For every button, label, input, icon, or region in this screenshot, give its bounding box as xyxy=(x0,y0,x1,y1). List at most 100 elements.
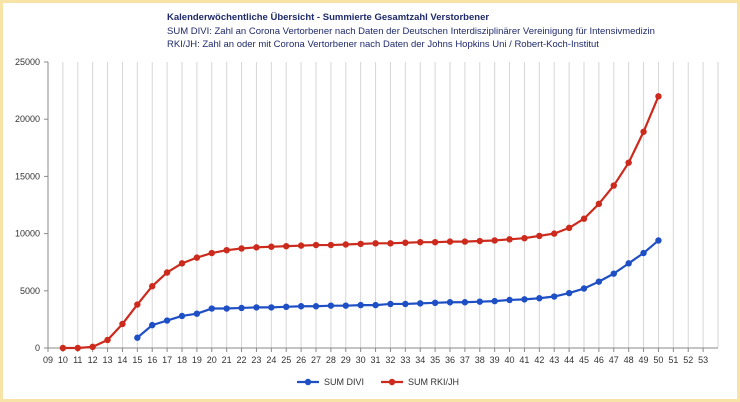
data-point xyxy=(476,298,483,305)
data-point xyxy=(149,283,156,290)
y-tick-label: 10000 xyxy=(15,229,40,239)
data-point xyxy=(625,159,632,166)
data-point xyxy=(640,249,647,257)
x-tick-label: 19 xyxy=(192,355,202,365)
data-point xyxy=(431,238,439,246)
data-point xyxy=(327,302,335,309)
data-point xyxy=(268,304,275,311)
y-tick-label: 20000 xyxy=(15,114,40,124)
data-point xyxy=(551,230,558,237)
data-point xyxy=(595,200,603,208)
data-point xyxy=(342,241,349,248)
data-point xyxy=(655,237,662,244)
data-point xyxy=(74,344,81,352)
x-tick-label: 45 xyxy=(579,355,589,365)
x-tick-label: 24 xyxy=(266,355,276,365)
data-point xyxy=(357,301,364,309)
data-point xyxy=(312,303,320,310)
x-tick-label: 21 xyxy=(222,355,232,365)
x-tick-label: 13 xyxy=(103,355,113,365)
data-point xyxy=(193,310,201,317)
x-tick-label: 49 xyxy=(639,355,649,365)
data-point xyxy=(59,344,67,352)
x-tick-label: 38 xyxy=(475,355,485,365)
x-tick-label: 25 xyxy=(281,355,291,365)
data-point xyxy=(640,128,647,135)
data-point xyxy=(402,239,409,246)
x-tick-label: 44 xyxy=(564,355,574,365)
data-point xyxy=(521,296,528,303)
data-point xyxy=(402,300,409,308)
data-point xyxy=(387,240,394,247)
y-tick-label: 25000 xyxy=(15,57,40,67)
data-point xyxy=(417,300,424,307)
y-tick-label: 15000 xyxy=(15,171,40,181)
data-point xyxy=(104,336,111,344)
x-tick-label: 36 xyxy=(445,355,455,365)
chart-subtitle-rki: RKI/JH: Zahl an oder mit Corona Vertorbe… xyxy=(167,39,599,50)
series-divi xyxy=(134,237,662,341)
data-point xyxy=(89,343,96,351)
data-point xyxy=(610,182,617,189)
data-point xyxy=(461,299,469,306)
x-tick-label: 20 xyxy=(207,355,217,365)
data-point xyxy=(431,299,439,307)
data-point xyxy=(119,320,126,328)
x-tick-label: 28 xyxy=(326,355,336,365)
data-point xyxy=(238,304,245,312)
data-point xyxy=(372,301,379,309)
data-point xyxy=(506,296,513,304)
x-tick-label: 26 xyxy=(296,355,306,365)
x-tick-label: 47 xyxy=(609,355,619,365)
chart-title: Kalenderwöchentliche Übersicht - Summier… xyxy=(167,12,490,23)
data-point xyxy=(625,260,632,267)
data-point xyxy=(491,297,498,305)
x-tick-label: 29 xyxy=(341,355,351,365)
data-point xyxy=(297,242,305,249)
x-tick-label: 41 xyxy=(519,355,529,365)
x-tick-label: 16 xyxy=(147,355,157,365)
data-point xyxy=(536,295,543,302)
legend-marker xyxy=(388,378,396,386)
data-point xyxy=(387,300,394,308)
data-point xyxy=(253,244,260,251)
data-point xyxy=(223,305,230,312)
data-point xyxy=(163,269,171,276)
data-point xyxy=(655,93,662,100)
legend-label: SUM RKI/JH xyxy=(408,377,459,387)
data-point xyxy=(297,303,305,310)
x-tick-label: 42 xyxy=(534,355,544,365)
data-point xyxy=(580,285,588,292)
x-tick-label: 18 xyxy=(177,355,187,365)
legend-marker xyxy=(304,378,312,386)
data-point xyxy=(461,238,469,245)
data-point xyxy=(580,215,588,222)
data-point xyxy=(312,241,320,249)
y-tick-label: 5000 xyxy=(20,286,40,296)
x-tick-label: 30 xyxy=(356,355,366,365)
legend-item: SUM RKI/JH xyxy=(381,377,459,387)
x-tick-label: 09 xyxy=(43,355,53,365)
x-tick-label: 11 xyxy=(73,355,82,365)
series-rki-jh xyxy=(59,93,662,352)
data-point xyxy=(565,289,573,297)
data-point xyxy=(208,305,215,312)
x-tick-label: 22 xyxy=(237,355,247,365)
data-point xyxy=(551,293,558,300)
x-tick-label: 51 xyxy=(668,355,678,365)
x-tick-label: 53 xyxy=(698,355,708,365)
data-point xyxy=(610,270,617,277)
data-point xyxy=(357,240,364,248)
data-point xyxy=(595,278,603,285)
x-tick-label: 39 xyxy=(490,355,500,365)
x-tick-label: 35 xyxy=(430,355,440,365)
data-point xyxy=(342,302,349,309)
x-tick-label: 14 xyxy=(117,355,127,365)
data-point xyxy=(417,238,424,246)
data-point xyxy=(134,334,141,341)
x-tick-label: 17 xyxy=(162,355,172,365)
data-point xyxy=(149,321,156,329)
data-point xyxy=(372,240,379,247)
data-point xyxy=(178,312,186,320)
